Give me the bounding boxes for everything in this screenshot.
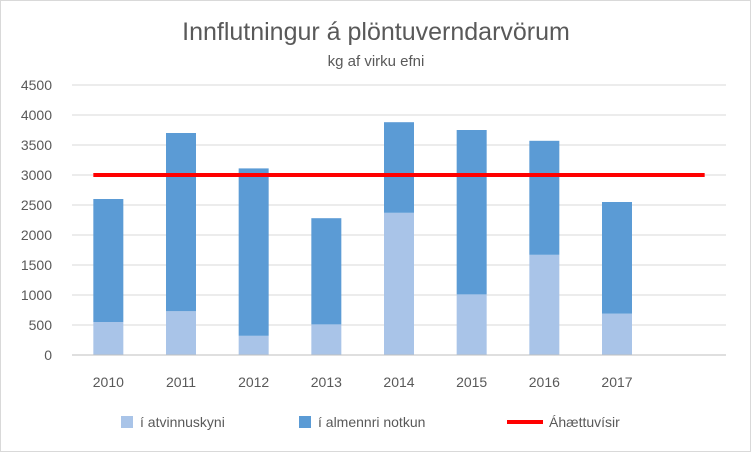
bar-segment-commercial — [602, 313, 632, 355]
bar-segment-commercial — [384, 212, 414, 355]
x-tick-label: 2013 — [311, 374, 342, 390]
x-tick-label: 2015 — [456, 374, 487, 390]
bar-segment-general — [529, 140, 560, 255]
bar-segment-commercial — [456, 294, 487, 355]
bar-segment-commercial — [238, 335, 269, 355]
x-tick-label: 2012 — [238, 374, 269, 390]
legend: í atvinnuskyni í almennri notkun Áhættuvís… — [121, 414, 620, 430]
y-tick-label: 1500 — [21, 257, 52, 273]
legend-label: í almennri notkun — [318, 414, 425, 430]
bar-segment-general — [238, 168, 269, 336]
bar-segment-commercial — [311, 324, 342, 355]
bar-segment-general — [93, 199, 124, 322]
bar-segment-general — [166, 133, 196, 312]
y-axis-tick-labels: 0 500 1000 1500 2000 2500 3000 3500 4000 4500 — [21, 77, 52, 363]
x-tick-label: 2014 — [383, 374, 414, 390]
y-tick-label: 4500 — [21, 77, 52, 93]
x-axis-tick-labels: 2010 2011 2012 2013 2014 2015 2016 2017 — [93, 374, 633, 390]
legend-swatch — [299, 416, 311, 428]
y-tick-label: 3000 — [21, 167, 52, 183]
y-tick-label: 2500 — [21, 197, 52, 213]
chart-title: Innflutningur á plöntuverndarvörum — [182, 18, 570, 46]
legend-label: Áhættuvísir — [549, 414, 620, 430]
y-tick-label: 0 — [44, 347, 52, 363]
y-tick-label: 1000 — [21, 287, 52, 303]
bar-segment-general — [602, 202, 632, 314]
bars — [93, 122, 632, 355]
bar-segment-general — [456, 130, 487, 295]
y-tick-label: 2000 — [21, 227, 52, 243]
x-tick-label: 2017 — [601, 374, 632, 390]
y-tick-label: 4000 — [21, 107, 52, 123]
bar-segment-general — [384, 122, 414, 213]
chart-subtitle: kg af virku efni — [328, 53, 425, 70]
legend-swatch — [121, 416, 133, 428]
x-tick-label: 2011 — [166, 374, 196, 390]
y-tick-label: 3500 — [21, 137, 52, 153]
bar-segment-general — [311, 218, 342, 325]
y-tick-label: 500 — [29, 317, 53, 333]
x-tick-label: 2016 — [529, 374, 560, 390]
bar-segment-commercial — [529, 254, 560, 355]
x-tick-label: 2010 — [93, 374, 124, 390]
bar-segment-commercial — [166, 311, 196, 355]
bar-segment-commercial — [93, 322, 124, 355]
legend-label: í atvinnuskyni — [140, 414, 225, 430]
